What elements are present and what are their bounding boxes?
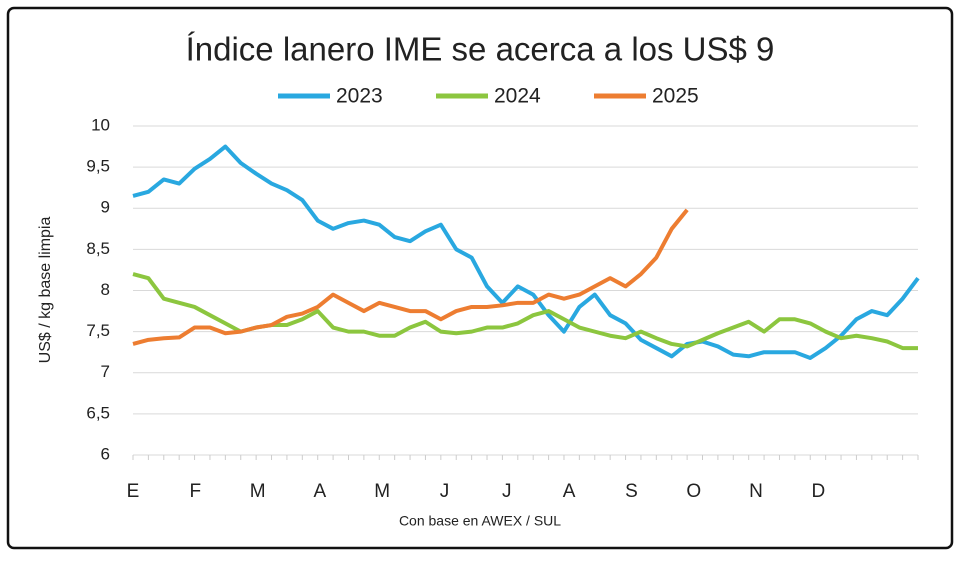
x-tick-label: M: [374, 481, 390, 502]
chart-title: Índice lanero IME se acerca a los US$ 9: [186, 31, 775, 68]
legend-label: 2024: [494, 85, 541, 108]
x-tick-label: S: [625, 481, 638, 502]
x-tick-label: J: [440, 481, 450, 502]
x-tick-label: F: [189, 481, 201, 502]
y-tick-label: 8: [101, 280, 110, 299]
x-tick-label: O: [686, 481, 701, 502]
x-tick-label: D: [811, 481, 825, 502]
x-tick-label: M: [250, 481, 266, 502]
frame: [6, 6, 954, 550]
y-tick-label: 6: [101, 444, 110, 463]
x-tick-label: A: [563, 481, 576, 502]
legend-label: 2023: [336, 85, 383, 108]
x-tick-label: N: [749, 481, 763, 502]
x-tick-label: A: [314, 481, 327, 502]
y-tick-label: 7: [101, 362, 110, 381]
y-tick-label: 10: [91, 115, 110, 134]
y-tick-label: 9: [101, 198, 110, 217]
y-axis-label: US$ / kg base limpia: [37, 217, 54, 364]
x-tick-label: E: [127, 481, 140, 502]
series-line: [132, 144, 920, 360]
y-tick-label: 7,5: [86, 321, 110, 340]
y-tick-label: 8,5: [86, 239, 110, 258]
x-axis-label: Con base en AWEX / SUL: [399, 513, 561, 529]
y-tick-label: 9,5: [86, 157, 110, 176]
series-line: [132, 208, 689, 346]
y-tick-label: 6,5: [86, 403, 110, 422]
legend-label: 2025: [652, 85, 699, 108]
x-tick-label: J: [502, 481, 512, 502]
